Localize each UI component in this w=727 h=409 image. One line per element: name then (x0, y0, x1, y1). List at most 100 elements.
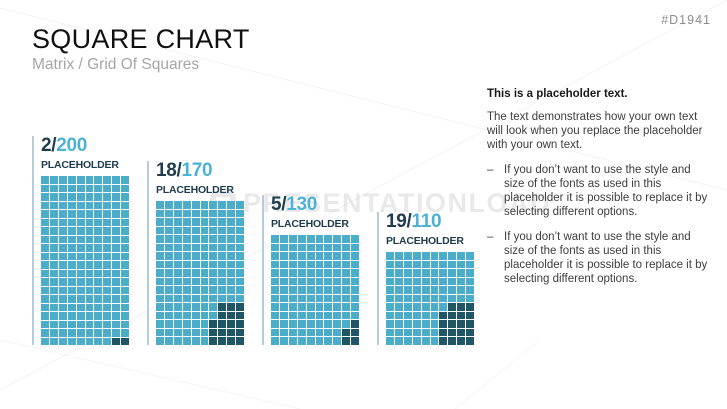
grid-cell-filled (227, 303, 236, 311)
grid-cell-filled (439, 337, 448, 345)
grid-cell (430, 320, 439, 328)
grid-cell (279, 311, 288, 320)
grid-cell (191, 218, 200, 226)
grid-cell (288, 294, 297, 303)
grid-cell (412, 277, 421, 286)
grid-cell (430, 286, 439, 294)
square-grid (386, 252, 474, 345)
grid-cell (403, 286, 412, 294)
chart-value-total: 130 (286, 194, 318, 216)
grid-cell (218, 277, 227, 286)
grid-cell (218, 209, 227, 218)
grid-cell (103, 320, 112, 328)
bullet-dash: – (487, 231, 494, 244)
grid-cell (386, 260, 394, 269)
grid-cell (288, 286, 297, 294)
grid-cell-filled (218, 328, 227, 337)
grid-cell (85, 184, 94, 192)
grid-cell (342, 243, 351, 252)
grid-cell (49, 303, 58, 311)
grid-cell (41, 218, 49, 226)
grid-cell-filled (439, 311, 448, 320)
grid-cell (41, 312, 49, 320)
grid-cell-filled (457, 303, 466, 311)
grid-cell (315, 243, 324, 252)
grid-cell (85, 227, 94, 235)
grid-cell (76, 210, 85, 218)
grid-cell (76, 337, 85, 345)
grid-cell (103, 210, 112, 218)
grid-cell (421, 252, 430, 260)
grid-cell (209, 209, 218, 218)
grid-cell (103, 286, 112, 294)
grid-cell (103, 235, 112, 243)
grid-cell (112, 227, 121, 235)
grid-cell (297, 320, 306, 328)
grid-cell (412, 311, 421, 320)
chart-value-current: 5/ (271, 194, 287, 216)
grid-cell (49, 210, 58, 218)
grid-cell (58, 278, 67, 286)
grid-cell (85, 201, 94, 209)
grid-cell (76, 193, 85, 201)
grid-cell (76, 329, 85, 337)
grid-cell (49, 278, 58, 286)
grid-cell (76, 303, 85, 311)
grid-cell (200, 337, 209, 345)
grid-cell (200, 303, 209, 311)
grid-cell (58, 176, 67, 184)
grid-cell (288, 320, 297, 328)
grid-cell (49, 201, 58, 209)
grid-cell (351, 303, 359, 311)
grid-cell (94, 227, 103, 235)
grid-cell (112, 278, 121, 286)
square-grid (271, 235, 359, 345)
grid-cell (279, 337, 288, 345)
grid-cell (403, 269, 412, 277)
grid-cell (112, 244, 121, 252)
grid-cell (58, 210, 67, 218)
grid-cell (279, 260, 288, 269)
grid-cell (49, 176, 58, 184)
grid-cell (324, 235, 333, 243)
grid-cell (49, 184, 58, 192)
grid-cell (182, 260, 191, 269)
grid-cell (103, 303, 112, 311)
grid-cell-filled (218, 320, 227, 328)
grid-cell (156, 269, 164, 277)
grid-cell (394, 311, 403, 320)
grid-cell (49, 218, 58, 226)
grid-cell-filled (218, 303, 227, 311)
chart-label: PLACEHOLDER (386, 235, 464, 248)
grid-cell (430, 311, 439, 320)
grid-cell (67, 261, 76, 269)
grid-cell-filled (448, 311, 457, 320)
grid-cell (58, 227, 67, 235)
grid-cell (41, 176, 49, 184)
grid-cell (227, 252, 236, 260)
grid-cell (121, 278, 129, 286)
grid-cell-filled (227, 328, 236, 337)
grid-cell (156, 294, 164, 303)
grid-cell-filled (448, 328, 457, 337)
grid-cell (191, 277, 200, 286)
grid-cell (315, 311, 324, 320)
grid-cell (209, 277, 218, 286)
chart-value: 19/110 (386, 212, 442, 232)
grid-cell (94, 269, 103, 277)
grid-cell (342, 286, 351, 294)
grid-cell (121, 210, 129, 218)
grid-cell (103, 269, 112, 277)
grid-cell (58, 269, 67, 277)
grid-cell (121, 235, 129, 243)
grid-cell (76, 184, 85, 192)
grid-cell (85, 252, 94, 260)
grid-cell (430, 294, 439, 303)
grid-cell (191, 226, 200, 235)
grid-cell (182, 294, 191, 303)
grid-cell-filled (227, 320, 236, 328)
chart-value-current: 18/ (156, 160, 182, 182)
grid-cell (112, 269, 121, 277)
grid-cell (209, 243, 218, 252)
grid-cell (386, 294, 394, 303)
